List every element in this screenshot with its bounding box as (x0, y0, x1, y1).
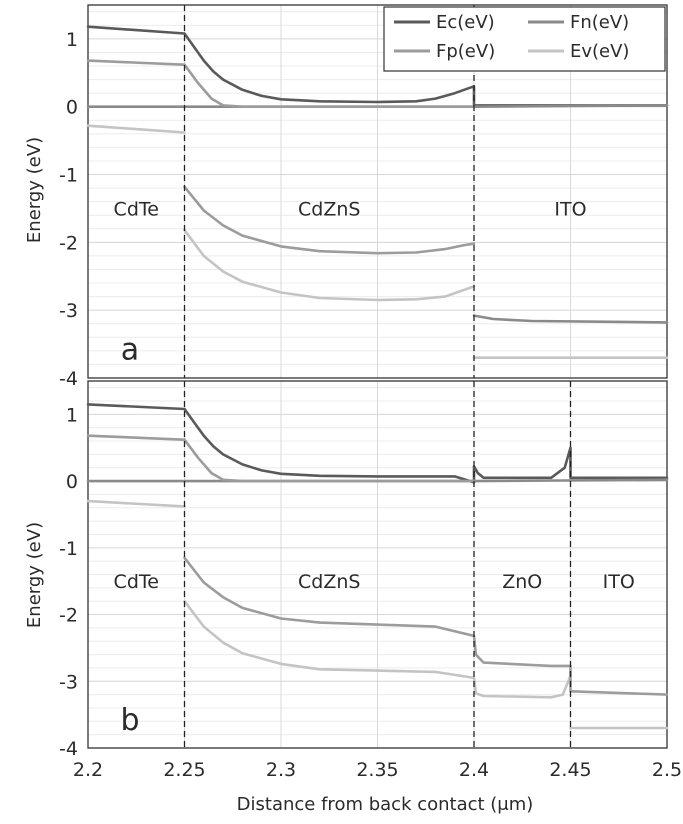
legend-entry: Fp(eV) (436, 41, 495, 62)
x-tick-label: 2.35 (356, 759, 398, 781)
legend: Ec(eV) Fn(eV) Fp(eV) Ev(eV) (383, 6, 666, 72)
series-line (86, 25, 669, 107)
region-label: CdZnS (298, 198, 360, 220)
y-tick-label: -3 (59, 300, 78, 322)
y-tick-label: -3 (59, 671, 78, 693)
region-label: ITO (603, 571, 635, 593)
region-label: CdTe (114, 571, 159, 593)
region-label: CdTe (114, 198, 159, 220)
legend-entry: Ec(eV) (436, 12, 495, 33)
region-label: CdZnS (298, 571, 360, 593)
region-label: ITO (554, 198, 586, 220)
x-tick-label: 2.45 (549, 759, 591, 781)
x-axis-title: Distance from back contact (μm) (237, 794, 534, 815)
plot-frame (87, 4, 668, 379)
y-axis-title-panel-b: Energy (eV) (24, 522, 45, 628)
legend-entry: Ev(eV) (570, 41, 629, 62)
region-label: ZnO (502, 571, 542, 593)
y-tick-label: -4 (59, 368, 78, 390)
series-line (183, 599, 572, 699)
x-tick-label: 2.25 (163, 759, 205, 781)
x-tick-label: 2.5 (652, 759, 682, 781)
series-line (183, 556, 669, 696)
x-tick-label: 2.3 (266, 759, 296, 781)
series-line (86, 59, 476, 108)
y-tick-label: 1 (66, 404, 78, 426)
panel-letter: a (121, 332, 139, 367)
plot-frame (87, 380, 668, 749)
y-tick-label: 0 (66, 97, 78, 119)
y-tick-label: -1 (59, 165, 78, 187)
y-tick-label: -4 (59, 738, 78, 760)
y-tick-label: -1 (59, 538, 78, 560)
series-line (86, 403, 669, 484)
series-line (472, 314, 669, 324)
legend-box (383, 6, 666, 72)
x-tick-labels: 2.2 2.25 2.3 2.35 2.4 2.45 2.5 (73, 759, 682, 781)
panel-a: 1 0 -1 -2 -3 -4 CdTe CdZnS ITO a (59, 4, 669, 390)
y-tick-label: -2 (59, 605, 78, 627)
series-line (86, 124, 186, 134)
series-line (86, 499, 186, 508)
panels-group: 1 0 -1 -2 -3 -4 CdTe CdZnS ITO a 1 0 -1 -2 -3 -4 CdTe CdZ… (59, 4, 669, 760)
x-tick-label: 2.4 (459, 759, 489, 781)
series-line (86, 434, 476, 483)
legend-entry: Fn(eV) (570, 12, 629, 33)
series-line (183, 228, 476, 302)
y-tick-label: -2 (59, 232, 78, 254)
panel-letter: b (120, 703, 139, 738)
panel-b: 1 0 -1 -2 -3 -4 CdTe CdZnS ZnO ITO b (59, 380, 669, 760)
series-line (183, 185, 476, 255)
y-tick-label: 0 (66, 471, 78, 493)
y-tick-label: 1 (66, 29, 78, 51)
x-tick-label: 2.2 (73, 759, 103, 781)
y-axis-title-panel-a: Energy (eV) (24, 137, 45, 243)
